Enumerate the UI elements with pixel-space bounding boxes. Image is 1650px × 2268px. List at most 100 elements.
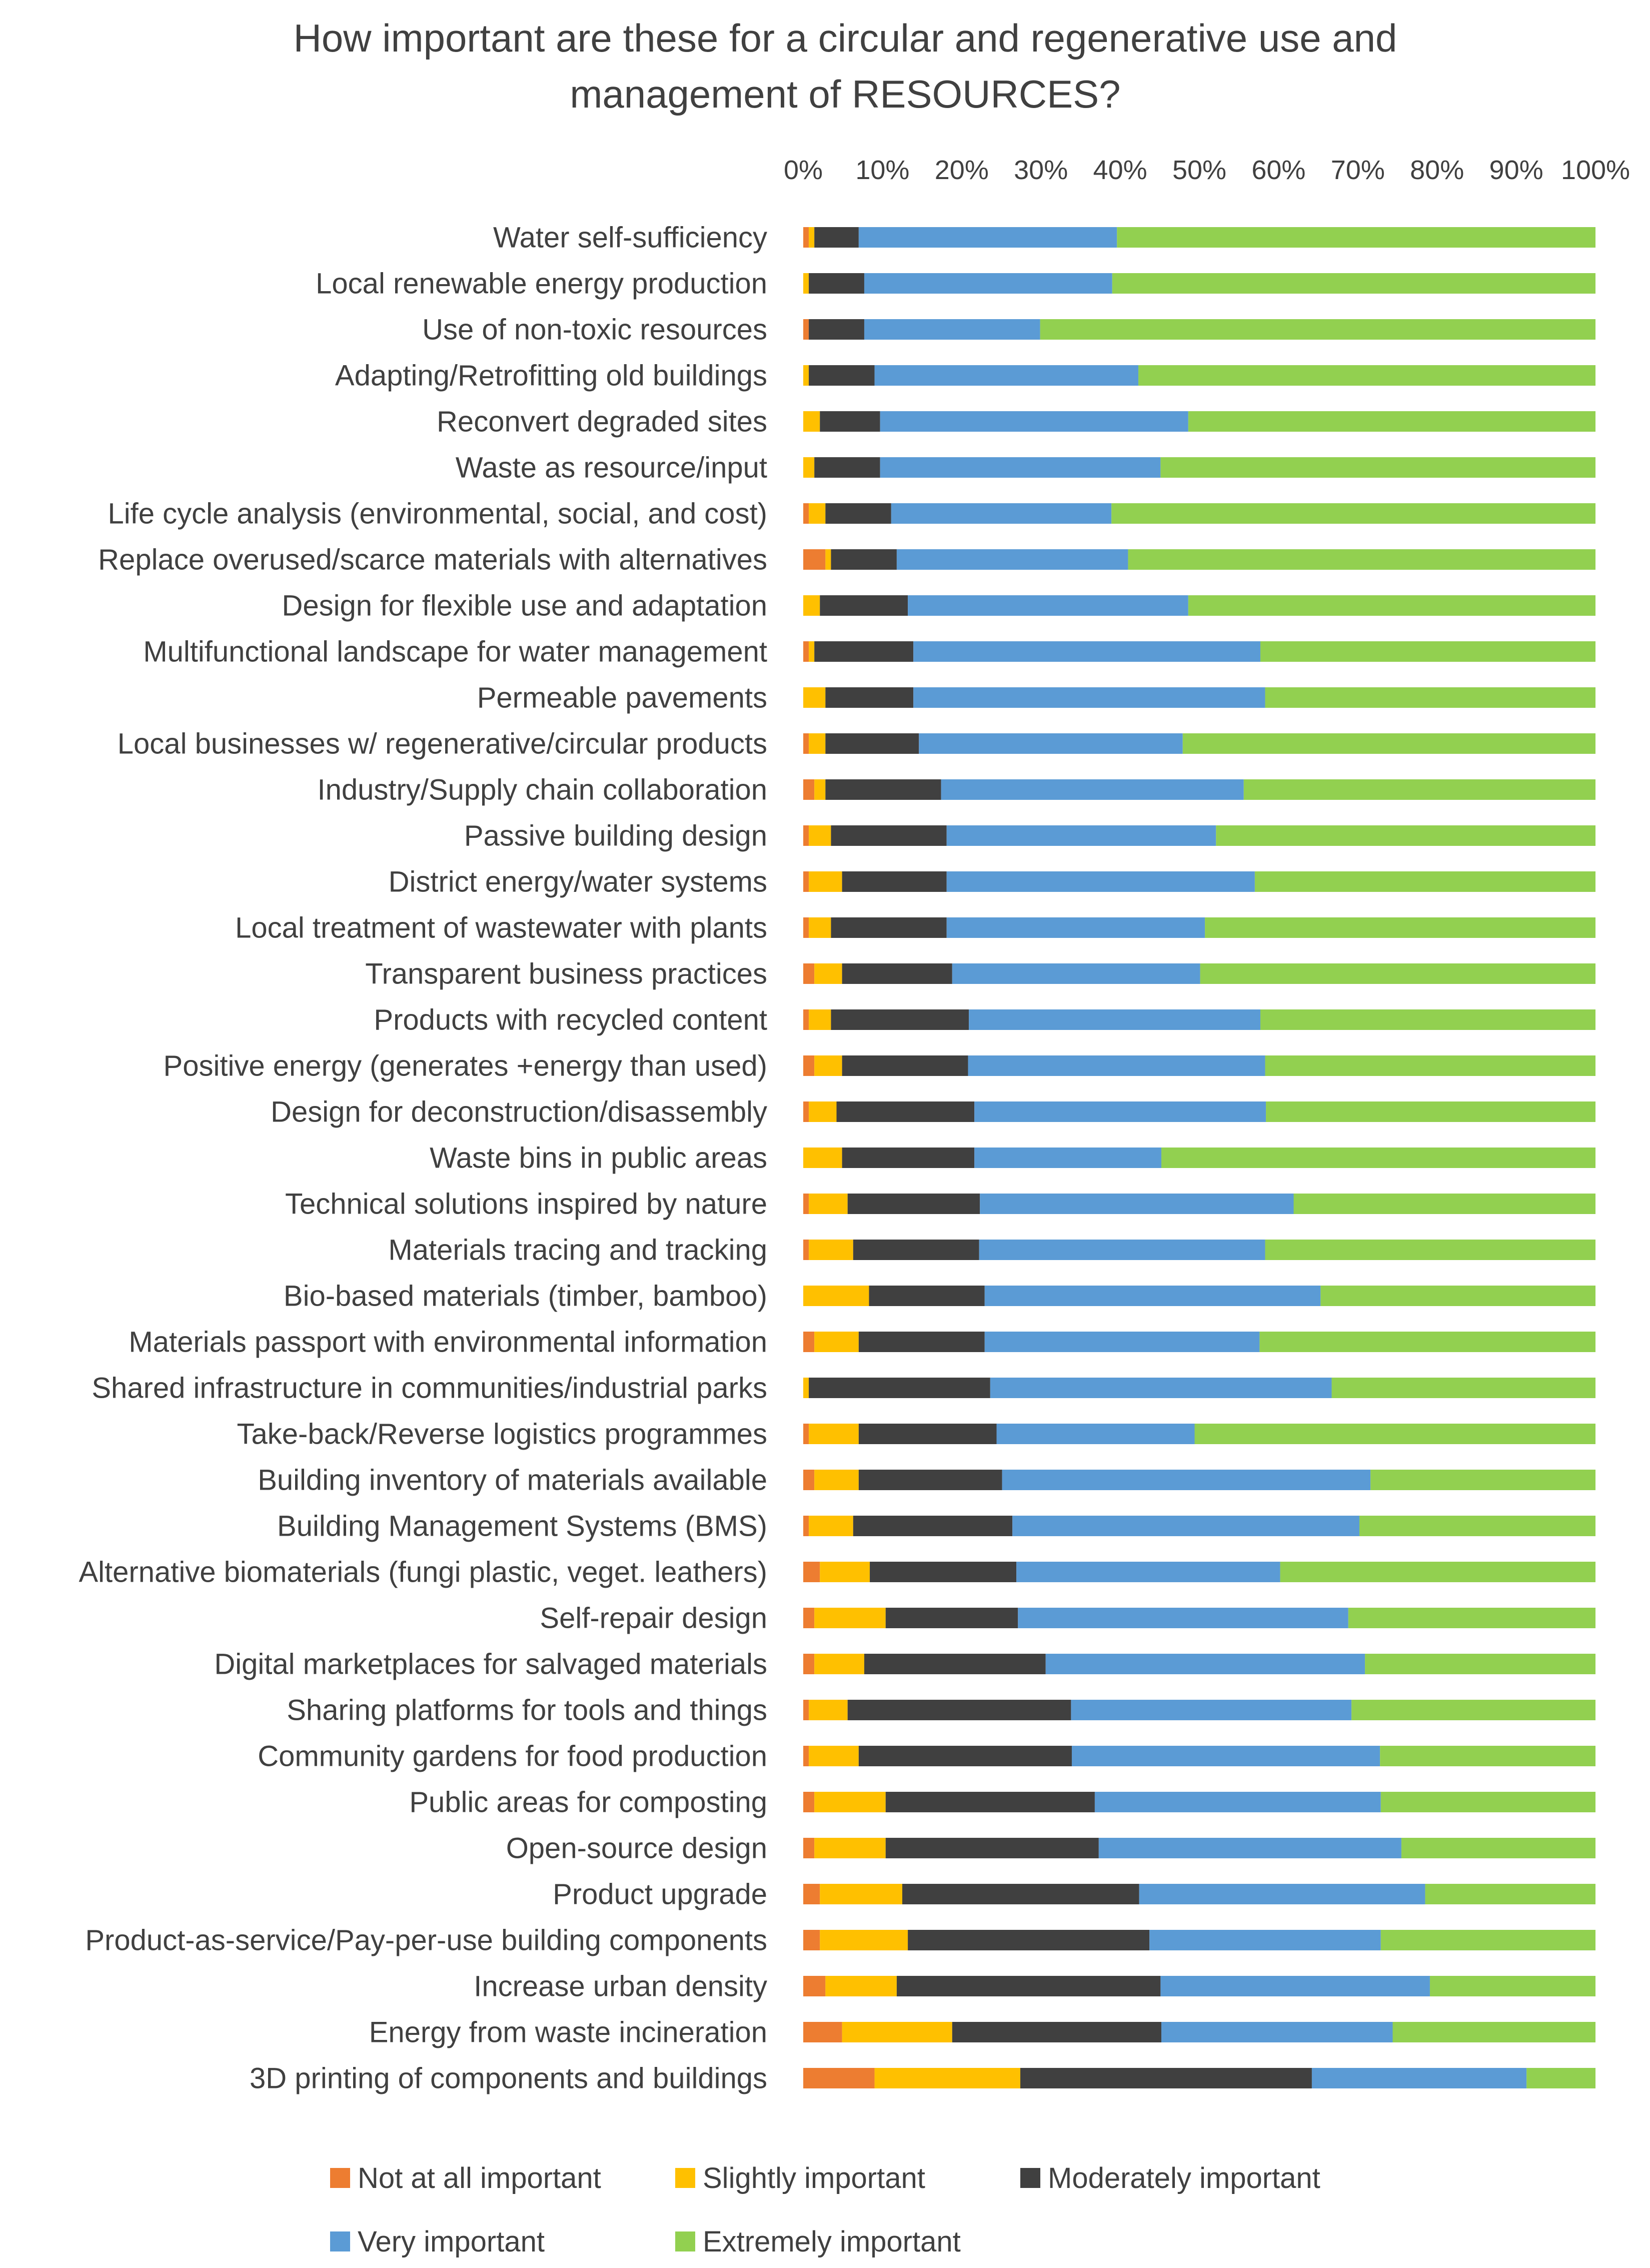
bar-segment [1265,1240,1595,1260]
bar-segment [1002,1470,1371,1490]
bar-segment [803,963,815,984]
category-label: Self-repair design [540,1602,767,1635]
bar-segment [803,227,809,248]
category-label: Adapting/Retrofitting old buildings [335,360,767,392]
bar-segment [1200,963,1595,984]
bar-segment [803,1194,809,1214]
bar-segment [1188,595,1595,616]
category-label: Transparent business practices [365,958,767,990]
bar-segment [1018,1608,1348,1628]
bar-segment [853,1240,979,1260]
category-label: Waste as resource/input [456,452,767,484]
bar-segment [946,825,1216,846]
bar-segment [1526,2068,1595,2088]
bar-segment [1260,1009,1595,1030]
legend-swatch [1020,2168,1040,2188]
bar-segment [803,1424,809,1444]
bar-segment [1071,1746,1380,1766]
x-tick-label: 40% [1093,155,1147,185]
bar-segment [809,1378,990,1398]
bar-segment [1429,1976,1595,1996]
bar-segment [825,779,941,800]
bar-segment [902,1884,1139,1904]
bar-segment [1138,365,1595,386]
bar-segment [814,1838,886,1858]
bar-segment [1128,549,1595,570]
legend-label: Not at all important [358,2162,601,2194]
bar-segment [1160,457,1595,478]
bar-segment [814,1792,886,1812]
bar-segment [869,1286,985,1306]
bar-segment [885,1792,1095,1812]
bar-segment [809,1516,853,1536]
bar-segment [803,825,809,846]
bar-segment [880,411,1188,432]
bar-segment [984,1332,1260,1352]
bar-segment [1260,641,1595,662]
bar-segment [874,2068,1021,2088]
bar-segment [1266,1101,1595,1122]
bar-segment [1265,1055,1595,1076]
category-label: Design for deconstruction/disassembly [271,1096,767,1128]
bar-segment [820,411,880,432]
bar-segment [803,273,809,294]
bar-segment [1293,1194,1595,1214]
category-label: Industry/Supply chain collaboration [317,774,767,806]
bar-segment [896,549,1128,570]
bar-segment [847,1700,1071,1720]
category-label: Positive energy (generates +energy than … [164,1050,767,1082]
category-label: Building Management Systems (BMS) [277,1510,767,1543]
bar-segment [820,1884,902,1904]
category-label: Building inventory of materials availabl… [258,1464,767,1497]
bar-segment [809,641,815,662]
bar-segment [1359,1516,1595,1536]
legend-swatch [675,2168,695,2188]
bar-segment [836,1101,975,1122]
bar-segment [984,1286,1321,1306]
bar-segment [919,733,1183,754]
bar-segment [1117,227,1595,248]
category-label: Use of non-toxic resources [422,314,767,346]
bar-segment [969,1009,1260,1030]
bar-segment [908,1930,1150,1950]
bar-segment [814,1608,886,1628]
category-label: Take-back/Reverse logistics programmes [237,1418,767,1451]
category-label: Product upgrade [553,1878,767,1911]
bar-segment [1254,871,1595,892]
bar-segment [825,549,831,570]
bar-segment [831,1009,969,1030]
bar-segment [1331,1378,1595,1398]
legend-swatch [330,2168,350,2188]
bar-segment [842,871,947,892]
bar-segment [803,1930,820,1950]
bar-segment [803,641,809,662]
bar-segment [814,1055,842,1076]
bar-segment [803,319,809,340]
category-label: Shared infrastructure in communities/ind… [92,1372,767,1405]
bar-segment [803,1608,815,1628]
category-label: Digital marketplaces for salvaged materi… [214,1648,767,1681]
bar-segment [803,1516,809,1536]
bar-segment [1161,1148,1595,1168]
x-tick-label: 0% [784,155,823,185]
bar-segment [803,871,809,892]
bar-segment [814,641,914,662]
bar-segment [842,1055,968,1076]
bar-segment [803,1562,820,1582]
bar-segment [896,1976,1161,1996]
x-tick-label: 90% [1489,155,1543,185]
bar-segment [803,917,809,938]
legend-label: Slightly important [703,2162,925,2194]
bar-segment [1216,825,1595,846]
bar-segment [1425,1884,1595,1904]
x-tick-label: 30% [1014,155,1068,185]
category-label: Replace overused/scarce materials with a… [98,544,767,576]
bar-segment [858,1424,997,1444]
bar-segment [990,1378,1332,1398]
legend-label: Extremely important [703,2225,961,2258]
bar-segment [803,1792,815,1812]
bar-segment [864,319,1040,340]
bar-segment [809,917,831,938]
bar-segment [885,1608,1018,1628]
bar-segment [1392,2022,1595,2042]
